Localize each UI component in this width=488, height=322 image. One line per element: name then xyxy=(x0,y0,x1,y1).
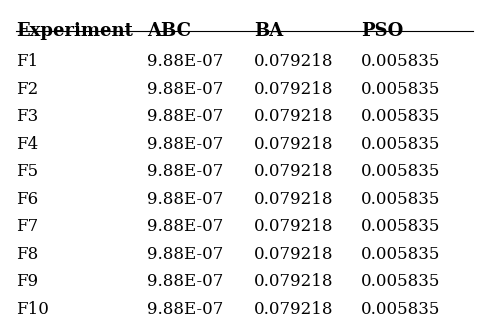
Text: 9.88E-07: 9.88E-07 xyxy=(147,80,223,98)
Text: 9.88E-07: 9.88E-07 xyxy=(147,246,223,263)
Text: 9.88E-07: 9.88E-07 xyxy=(147,136,223,153)
Text: F1: F1 xyxy=(16,53,38,70)
Text: 0.079218: 0.079218 xyxy=(254,246,333,263)
Text: 9.88E-07: 9.88E-07 xyxy=(147,108,223,125)
Text: F6: F6 xyxy=(16,191,38,208)
Text: 9.88E-07: 9.88E-07 xyxy=(147,191,223,208)
Text: F7: F7 xyxy=(16,218,38,235)
Text: 0.079218: 0.079218 xyxy=(254,108,333,125)
Text: 0.079218: 0.079218 xyxy=(254,301,333,318)
Text: 0.079218: 0.079218 xyxy=(254,136,333,153)
Text: F9: F9 xyxy=(16,273,38,290)
Text: 0.005835: 0.005835 xyxy=(361,218,440,235)
Text: 0.005835: 0.005835 xyxy=(361,136,440,153)
Text: 0.005835: 0.005835 xyxy=(361,191,440,208)
Text: 0.079218: 0.079218 xyxy=(254,53,333,70)
Text: 9.88E-07: 9.88E-07 xyxy=(147,53,223,70)
Text: 0.005835: 0.005835 xyxy=(361,53,440,70)
Text: ABC: ABC xyxy=(147,22,191,40)
Text: F4: F4 xyxy=(16,136,38,153)
Text: 0.079218: 0.079218 xyxy=(254,273,333,290)
Text: F2: F2 xyxy=(16,80,38,98)
Text: F8: F8 xyxy=(16,246,38,263)
Text: F10: F10 xyxy=(16,301,49,318)
Text: F5: F5 xyxy=(16,163,38,180)
Text: Experiment: Experiment xyxy=(16,22,133,40)
Text: 0.079218: 0.079218 xyxy=(254,163,333,180)
Text: 9.88E-07: 9.88E-07 xyxy=(147,273,223,290)
Text: 0.005835: 0.005835 xyxy=(361,80,440,98)
Text: 0.005835: 0.005835 xyxy=(361,273,440,290)
Text: 9.88E-07: 9.88E-07 xyxy=(147,163,223,180)
Text: 9.88E-07: 9.88E-07 xyxy=(147,218,223,235)
Text: 0.005835: 0.005835 xyxy=(361,108,440,125)
Text: F3: F3 xyxy=(16,108,38,125)
Text: 0.005835: 0.005835 xyxy=(361,301,440,318)
Text: 9.88E-07: 9.88E-07 xyxy=(147,301,223,318)
Text: BA: BA xyxy=(254,22,283,40)
Text: 0.005835: 0.005835 xyxy=(361,246,440,263)
Text: 0.079218: 0.079218 xyxy=(254,80,333,98)
Text: 0.079218: 0.079218 xyxy=(254,218,333,235)
Text: PSO: PSO xyxy=(361,22,403,40)
Text: 0.005835: 0.005835 xyxy=(361,163,440,180)
Text: 0.079218: 0.079218 xyxy=(254,191,333,208)
